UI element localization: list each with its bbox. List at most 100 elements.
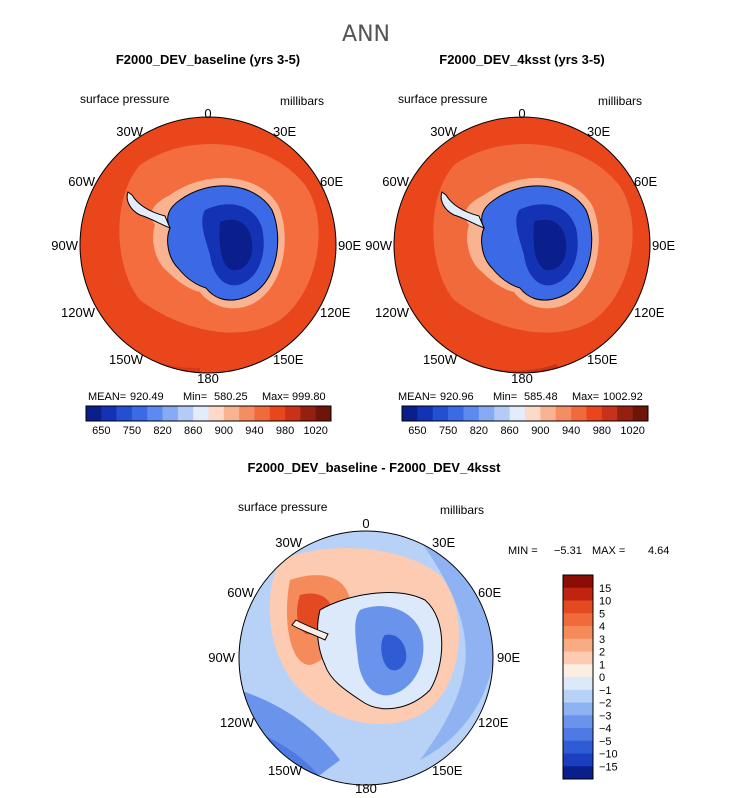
colorbar-tick-label: 2: [599, 647, 605, 659]
lon-label: 150E: [432, 763, 463, 778]
lon-label: 120E: [634, 305, 665, 320]
lon-label: 0: [362, 516, 369, 531]
peninsula: [126, 191, 171, 229]
colorbar-swatch: [254, 406, 271, 421]
colorbar-tick-label: 1020: [303, 425, 327, 437]
lon-label: 60W: [382, 174, 409, 189]
lon-label: 120W: [61, 305, 96, 320]
panel-baseline: F2000_DEV_baseline (yrs 3-5) surface pre…: [51, 52, 361, 437]
stat-min-label: Min=: [493, 391, 517, 403]
page-title: ANN: [342, 22, 390, 47]
lon-label: 150W: [109, 352, 144, 367]
colorbar-tick-label: 940: [245, 425, 263, 437]
colorbar-tick-label: 980: [276, 425, 294, 437]
colorbar-swatch: [86, 406, 102, 421]
stat-max-label: MAX =: [592, 545, 625, 557]
stat-min-label: Min=: [183, 391, 207, 403]
stat-max-value: 999.80: [292, 391, 326, 403]
lon-label: 90E: [338, 238, 361, 253]
lon-label: 180: [197, 371, 219, 386]
lon-label: 120E: [478, 715, 509, 730]
colorbar-swatch: [563, 613, 593, 627]
colorbar-swatch: [300, 406, 316, 421]
colorbar-frame: [562, 574, 594, 780]
lon-label: 0: [518, 106, 525, 121]
colorbar-swatch: [563, 702, 593, 716]
colorbar-tick-label: 4: [599, 621, 605, 633]
colorbar-swatch: [555, 406, 572, 421]
panel-1-lon-labels: 0 30E 60E 90E 120E 150E 180 150W 120W 90…: [51, 106, 361, 386]
colorbar-tick-label: −10: [599, 749, 618, 761]
stat-mean-label: MEAN=: [88, 391, 126, 403]
lon-label: 30E: [273, 124, 296, 139]
stat-mean-value: 920.49: [130, 391, 164, 403]
colorbar-swatch: [586, 406, 603, 421]
colorbar-swatch: [101, 406, 117, 421]
panel-2-title: F2000_DEV_4ksst (yrs 3-5): [439, 52, 605, 67]
stat-min-value: 580.25: [214, 391, 248, 403]
lon-label: 120E: [320, 305, 351, 320]
stat-mean-label: MEAN=: [398, 391, 436, 403]
colorbar-frame: [85, 405, 332, 422]
lon-label: 180: [355, 781, 377, 796]
colorbar-swatch: [601, 406, 618, 421]
colorbar-tick-label: 0: [599, 672, 605, 684]
colorbar-tick-label: −4: [599, 723, 612, 735]
panel-1-map: [80, 117, 336, 373]
colorbar-swatch: [463, 406, 480, 421]
colorbar-tick-label: 10: [599, 596, 611, 608]
panel-1-map-border: [79, 116, 337, 374]
colorbar-swatch: [563, 626, 593, 640]
lon-label: 120W: [375, 305, 410, 320]
colorbar-swatch: [563, 753, 593, 767]
colorbar-swatch: [571, 406, 587, 421]
colorbar-swatch: [417, 406, 434, 421]
panel-3-units: millibars: [440, 503, 484, 517]
colorbar-swatch: [177, 406, 194, 421]
colorbar-swatch: [632, 406, 649, 421]
colorbar-swatch: [563, 600, 593, 614]
lon-label: 30E: [587, 124, 610, 139]
panel-difference: F2000_DEV_baseline - F2000_DEV_4ksst sur…: [208, 460, 669, 796]
lon-label: 150E: [587, 352, 618, 367]
stat-min-value: 585.48: [524, 391, 558, 403]
panel-3-variable: surface pressure: [238, 500, 328, 514]
lon-label: 90W: [51, 238, 78, 253]
panel-3-map-border: [238, 530, 494, 786]
colorbar-swatch: [563, 575, 593, 589]
stat-min-label: MIN =: [508, 545, 538, 557]
colorbar-swatch: [239, 406, 255, 421]
colorbar-swatch: [494, 406, 510, 421]
colorbar-tick-label: 15: [599, 583, 611, 595]
colorbar-tick-label: 650: [92, 425, 110, 437]
lon-label: 0: [204, 106, 211, 121]
lon-label: 150E: [273, 352, 304, 367]
colorbar-swatch: [432, 406, 449, 421]
colorbar-tick-label: 900: [531, 425, 549, 437]
colorbar-swatch: [223, 406, 240, 421]
colorbar-swatch: [285, 406, 301, 421]
colorbar-swatch: [315, 406, 332, 421]
stat-max-label: Max=: [262, 391, 289, 403]
panel-3-map: [239, 531, 493, 785]
lon-label: 60E: [634, 174, 657, 189]
colorbar-tick-label: 3: [599, 634, 605, 646]
diff-band: [381, 634, 407, 671]
colorbar-swatch: [448, 406, 464, 421]
colorbar-swatch: [563, 651, 593, 665]
lon-label: 180: [511, 371, 533, 386]
panel-2-stats: MEAN= 920.96 Min= 585.48 Max= 1002.92: [398, 391, 643, 403]
colorbar-swatch: [193, 406, 209, 421]
lon-label: 90W: [365, 238, 392, 253]
lon-label: 30W: [116, 124, 143, 139]
lon-label: 90E: [652, 238, 675, 253]
colorbar-swatch: [131, 406, 148, 421]
panel-3-title: F2000_DEV_baseline - F2000_DEV_4ksst: [248, 460, 502, 475]
lon-label: 60W: [227, 585, 254, 600]
peninsula: [291, 619, 329, 641]
colorbar-swatch: [402, 406, 418, 421]
colorbar-swatch: [563, 677, 593, 691]
colorbar-swatch: [563, 638, 593, 652]
colorbar-swatch: [563, 715, 593, 729]
